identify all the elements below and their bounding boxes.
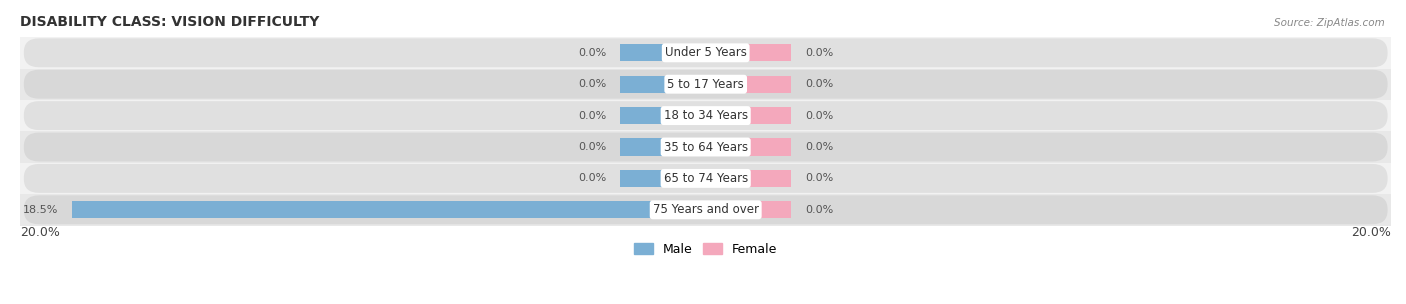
Text: 18.5%: 18.5% [22,205,58,215]
FancyBboxPatch shape [24,70,1388,99]
Bar [72,201,706,219]
FancyBboxPatch shape [24,101,1388,130]
Bar [620,76,706,93]
Bar [620,170,706,187]
Text: 75 Years and over: 75 Years and over [652,203,759,216]
FancyBboxPatch shape [24,195,1388,224]
Text: 0.0%: 0.0% [578,79,606,89]
Bar [706,107,792,124]
Bar [706,76,792,93]
Text: Under 5 Years: Under 5 Years [665,46,747,59]
Text: 0.0%: 0.0% [578,111,606,121]
Text: 20.0%: 20.0% [21,226,60,239]
Bar [706,170,792,187]
Text: 0.0%: 0.0% [578,48,606,58]
Text: 0.0%: 0.0% [806,142,834,152]
Bar [620,107,706,124]
Text: 20.0%: 20.0% [1351,226,1391,239]
Bar [620,44,706,61]
Bar [706,201,792,219]
Bar [21,100,1391,131]
Text: 0.0%: 0.0% [578,142,606,152]
FancyBboxPatch shape [24,164,1388,193]
Bar [706,44,792,61]
Bar [620,138,706,156]
Text: 65 to 74 Years: 65 to 74 Years [664,172,748,185]
Text: 35 to 64 Years: 35 to 64 Years [664,140,748,154]
Text: 0.0%: 0.0% [806,173,834,183]
Text: 0.0%: 0.0% [806,205,834,215]
Text: 5 to 17 Years: 5 to 17 Years [668,78,744,91]
FancyBboxPatch shape [24,133,1388,161]
Text: 0.0%: 0.0% [806,48,834,58]
Text: DISABILITY CLASS: VISION DIFFICULTY: DISABILITY CLASS: VISION DIFFICULTY [21,15,319,29]
Bar [706,138,792,156]
Text: 0.0%: 0.0% [806,79,834,89]
Text: 0.0%: 0.0% [806,111,834,121]
Bar [21,163,1391,194]
Bar [21,68,1391,100]
Bar [21,194,1391,226]
Text: Source: ZipAtlas.com: Source: ZipAtlas.com [1274,18,1385,28]
Bar [21,131,1391,163]
FancyBboxPatch shape [24,38,1388,67]
Bar [21,37,1391,68]
Text: 18 to 34 Years: 18 to 34 Years [664,109,748,122]
Legend: Male, Female: Male, Female [630,238,782,261]
Text: 0.0%: 0.0% [578,173,606,183]
